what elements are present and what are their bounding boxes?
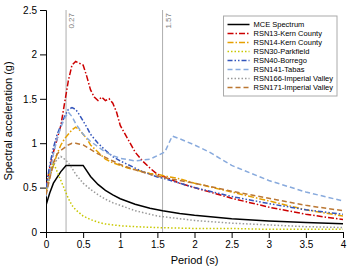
reference-line <box>66 10 67 232</box>
tick-label: 3.5 <box>299 239 313 250</box>
tick-label: 2 <box>192 239 198 250</box>
tick-mark <box>343 232 344 238</box>
series-line <box>46 108 343 215</box>
tick: 0 <box>44 232 50 250</box>
tick: 1 <box>31 138 46 149</box>
tick: 4 <box>341 232 347 250</box>
tick-label: 2.5 <box>225 239 239 250</box>
tick-label: 4 <box>341 239 347 250</box>
series-line <box>46 157 343 228</box>
legend-label: RSN171-Imperial Valley <box>254 83 334 92</box>
legend-swatch <box>228 24 250 26</box>
tick: 2 <box>31 49 46 60</box>
legend-label: MCE Spectrum <box>254 20 305 29</box>
axis-line <box>47 233 344 239</box>
tick: 3 <box>266 232 272 250</box>
tick: 0 <box>31 227 46 238</box>
tick-label: 1 <box>31 138 37 149</box>
legend-label: RSN30-Parkfield <box>254 47 310 56</box>
legend-label: RSN141-Tabas <box>254 65 305 74</box>
series-line <box>46 143 343 210</box>
series-line <box>46 163 343 230</box>
legend-swatch <box>228 78 250 80</box>
legend-swatch <box>228 87 250 89</box>
tick-label: 1.5 <box>23 94 37 105</box>
tick-mark <box>157 232 158 238</box>
tick-label: 0 <box>44 239 50 250</box>
tick-mark <box>269 232 270 238</box>
chart: 0 0.5 1 1.5 2 2.5 3 3.5 4 0 0.5 1 1.5 2 2.5 0.27 1.57 MCE… <box>0 0 355 270</box>
tick-mark <box>40 10 46 11</box>
tick-label: 2.5 <box>23 5 37 16</box>
x-axis: 0 0.5 1 1.5 2 2.5 3 3.5 4 <box>44 232 347 250</box>
annotation: 1.57 <box>164 12 173 28</box>
tick: 1.5 <box>151 232 165 250</box>
tick: 0.5 <box>77 232 91 250</box>
tick: 2 <box>192 232 198 250</box>
series-line <box>46 165 343 223</box>
tick-mark <box>120 232 121 238</box>
legend-swatch <box>228 42 250 44</box>
tick: 0.5 <box>23 182 46 193</box>
x-axis-title: Period (s) <box>171 254 219 266</box>
tick: 1.5 <box>23 94 46 105</box>
tick-mark <box>232 232 233 238</box>
tick-label: 0.5 <box>23 182 37 193</box>
tick: 2.5 <box>23 5 46 16</box>
tick: 2.5 <box>225 232 239 250</box>
marks <box>46 10 343 232</box>
tick-mark <box>195 232 196 238</box>
tick-mark <box>40 54 46 55</box>
tick-mark <box>83 232 84 238</box>
legend-label: RSN14-Kern County <box>254 38 323 47</box>
legend-label: RSN40-Borrego <box>254 56 307 65</box>
tick-mark <box>40 143 46 144</box>
tick-mark <box>40 232 46 233</box>
tick: 1 <box>118 232 124 250</box>
tick-mark <box>40 188 46 189</box>
y-axis: 0 0.5 1 1.5 2 2.5 <box>23 5 46 238</box>
tick-label: 1.5 <box>151 239 165 250</box>
legend-label: RSN13-Kern County <box>254 29 323 38</box>
legend-swatch <box>228 60 250 62</box>
reference-line <box>162 10 163 232</box>
tick-mark <box>40 99 46 100</box>
tick-label: 0 <box>31 227 37 238</box>
tick-label: 2 <box>31 49 37 60</box>
tick-label: 1 <box>118 239 124 250</box>
annotation: 0.27 <box>67 12 76 28</box>
legend-swatch <box>228 33 250 35</box>
legend-swatch <box>228 69 250 71</box>
tick-label: 3 <box>266 239 272 250</box>
axis-line <box>40 11 47 233</box>
y-axis-title: Spectral acceleration (g) <box>2 61 14 180</box>
legend: MCE SpectrumRSN13-Kern CountyRSN14-Kern … <box>224 16 337 96</box>
tick-label: 0.5 <box>77 239 91 250</box>
series-line <box>46 112 343 201</box>
series-line <box>46 62 343 220</box>
tick-mark <box>306 232 307 238</box>
tick: 3.5 <box>299 232 313 250</box>
legend-box <box>224 16 337 96</box>
plot: 0 0.5 1 1.5 2 2.5 3 3.5 4 0 0.5 1 1.5 2 2.5 0.27 1.57 MCE… <box>23 5 347 250</box>
legend-swatch <box>228 51 250 53</box>
legend-label: RSN166-Imperial Valley <box>254 74 334 83</box>
